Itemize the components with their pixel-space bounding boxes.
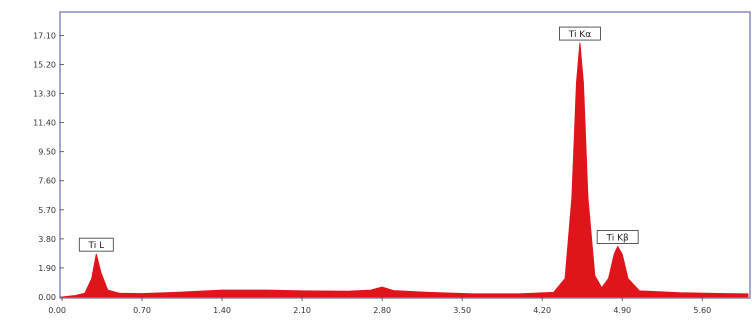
y-tick-label: 5.70 xyxy=(38,206,56,215)
x-tick-label: 2.10 xyxy=(293,306,311,315)
x-tick-label: 4.20 xyxy=(533,306,551,315)
x-tick-label: 2.80 xyxy=(373,306,391,315)
peak-label-box xyxy=(559,26,601,41)
x-tick-label: 3.50 xyxy=(453,306,471,315)
series-layer xyxy=(61,42,749,298)
y-tick-label: 3.80 xyxy=(38,235,56,244)
peak-annotation: Ti L xyxy=(78,237,114,252)
peak-label: Ti Kα xyxy=(568,30,591,40)
y-tick-label: 11.40 xyxy=(33,119,56,128)
y-axis: 0.00 1.90 3.80 5.70 7.60 9.50 11.40 13.30 15.20 1… xyxy=(33,31,64,302)
peak-label: Ti Kβ xyxy=(606,234,629,244)
x-tick-label: 0.00 xyxy=(48,306,66,315)
peak-annotation: Ti Kα xyxy=(559,26,601,41)
x-axis: 0.00 0.70 1.40 2.10 2.80 3.50 4.20 4.90 5.60 xyxy=(48,297,711,315)
annotation-layer: Ti Kα Ti L Ti Kβ xyxy=(78,26,639,252)
peak-label: Ti L xyxy=(87,241,104,251)
y-tick-label: 0.00 xyxy=(38,293,56,302)
x-tick-label: 1.40 xyxy=(213,306,231,315)
y-tick-label: 1.90 xyxy=(38,264,56,273)
y-tick-label: 17.10 xyxy=(33,31,56,40)
y-tick-label: 9.50 xyxy=(38,148,56,157)
y-tick-label: 7.60 xyxy=(38,177,56,186)
x-tick-label: 5.60 xyxy=(693,306,711,315)
x-tick-label: 4.90 xyxy=(613,306,631,315)
peak-annotation: Ti Kβ xyxy=(596,230,639,244)
peak-label-box xyxy=(78,237,114,252)
plot-frame xyxy=(59,11,751,299)
spectrum-area xyxy=(61,42,749,298)
peak-label-box xyxy=(596,230,639,244)
x-tick-label: 0.70 xyxy=(133,306,151,315)
y-tick-label: 13.30 xyxy=(33,90,56,99)
y-tick-label: 15.20 xyxy=(33,60,56,69)
